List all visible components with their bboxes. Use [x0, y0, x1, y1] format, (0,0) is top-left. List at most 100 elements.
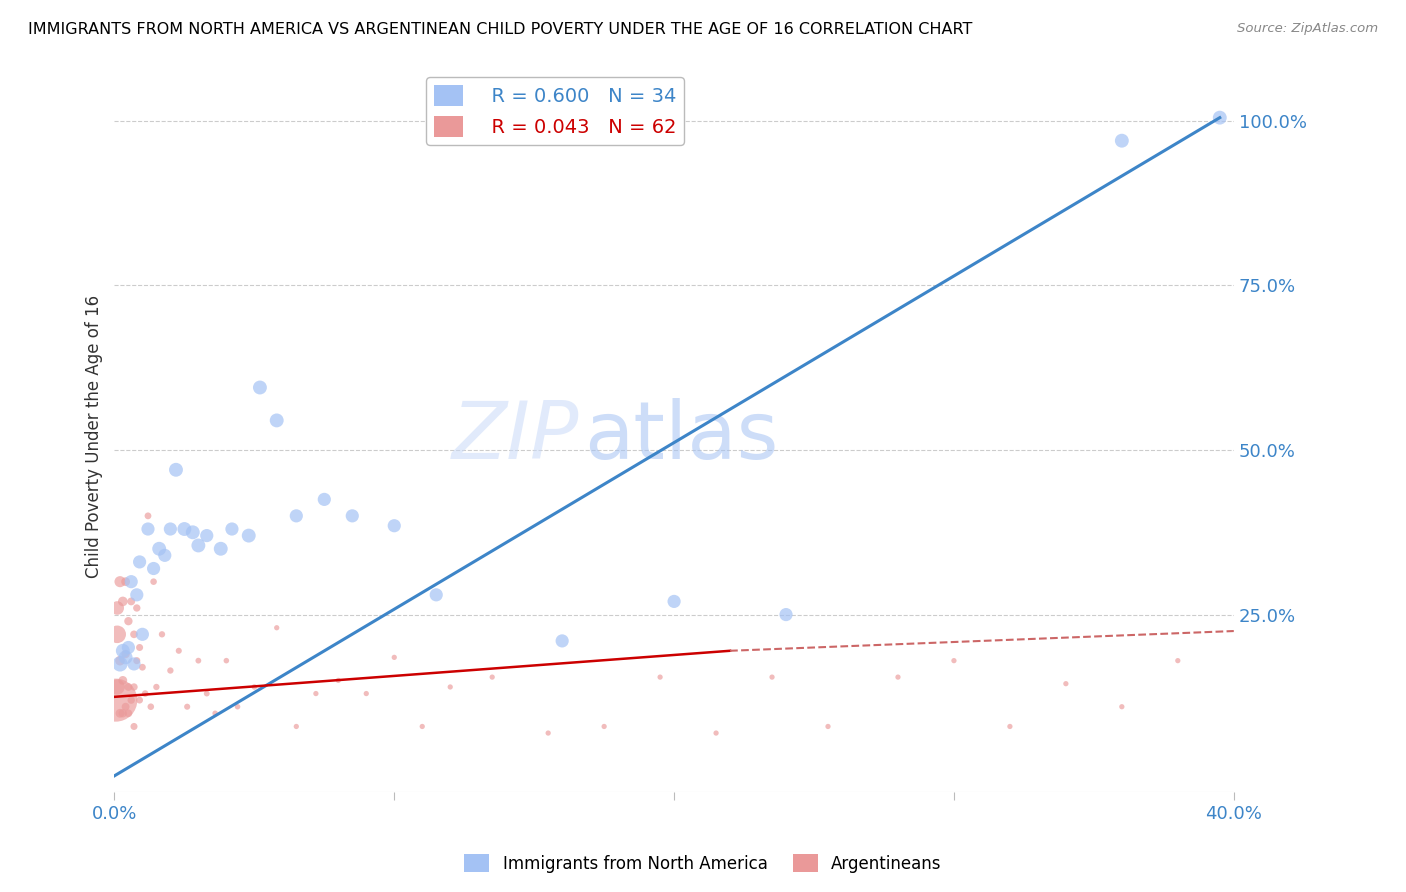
Legend: Immigrants from North America, Argentineans: Immigrants from North America, Argentine… [458, 847, 948, 880]
Point [136, 522, 159, 536]
Point [111, 673, 134, 688]
Point [134, 687, 156, 701]
Point [382, 650, 405, 665]
Point [131, 627, 153, 641]
Point [173, 522, 195, 536]
Point [128, 640, 150, 655]
Point [128, 555, 150, 569]
Point [187, 539, 209, 553]
Point [195, 687, 218, 701]
Point [181, 525, 204, 540]
Point [145, 680, 167, 694]
Point [104, 693, 127, 707]
Point [481, 670, 503, 684]
Point [761, 670, 783, 684]
Point [122, 657, 145, 671]
Point [117, 680, 139, 694]
Point [382, 518, 405, 533]
Point [342, 508, 364, 523]
Point [942, 654, 965, 668]
Point [165, 463, 187, 477]
Point [111, 706, 134, 721]
Point [285, 719, 308, 733]
Point [120, 693, 142, 707]
Point [204, 706, 226, 721]
Point [662, 594, 685, 608]
Text: Source: ZipAtlas.com: Source: ZipAtlas.com [1237, 22, 1378, 36]
Text: IMMIGRANTS FROM NORTH AMERICA VS ARGENTINEAN CHILD POVERTY UNDER THE AGE OF 16 C: IMMIGRANTS FROM NORTH AMERICA VS ARGENTI… [28, 22, 973, 37]
Point [128, 693, 150, 707]
Point [704, 726, 727, 740]
Point [131, 660, 153, 674]
Text: atlas: atlas [585, 398, 779, 475]
Point [117, 640, 139, 655]
Point [593, 719, 616, 733]
Point [215, 654, 238, 668]
Point [817, 719, 839, 733]
Point [551, 634, 574, 648]
Point [120, 574, 142, 589]
Point [142, 574, 165, 589]
Point [249, 380, 271, 394]
Point [105, 680, 128, 694]
Point [226, 699, 249, 714]
Point [537, 726, 560, 740]
Point [117, 614, 139, 628]
Point [150, 627, 173, 641]
Point [114, 574, 136, 589]
Point [998, 719, 1021, 733]
Point [243, 680, 266, 694]
Point [159, 522, 181, 536]
Point [356, 687, 378, 701]
Point [105, 601, 128, 615]
Point [120, 594, 142, 608]
Point [114, 699, 136, 714]
Point [209, 541, 232, 556]
Point [108, 654, 131, 668]
Point [887, 670, 910, 684]
Point [111, 644, 134, 658]
Point [139, 699, 162, 714]
Point [1111, 699, 1133, 714]
Point [439, 680, 461, 694]
Point [1054, 676, 1077, 690]
Point [108, 657, 131, 671]
Point [221, 522, 243, 536]
Point [648, 670, 671, 684]
Point [125, 654, 148, 668]
Point [108, 706, 131, 721]
Point [305, 687, 328, 701]
Point [238, 528, 260, 542]
Point [176, 699, 198, 714]
Point [266, 621, 288, 635]
Point [285, 508, 308, 523]
Point [266, 413, 288, 427]
Point [125, 601, 148, 615]
Text: ZIP: ZIP [451, 398, 579, 475]
Point [153, 549, 176, 563]
Point [111, 594, 134, 608]
Point [328, 673, 350, 688]
Point [114, 647, 136, 661]
Point [122, 719, 145, 733]
Point [1111, 134, 1133, 148]
Point [108, 574, 131, 589]
Legend:   R = 0.600   N = 34,   R = 0.043   N = 62: R = 0.600 N = 34, R = 0.043 N = 62 [426, 77, 685, 145]
Point [122, 627, 145, 641]
Point [425, 588, 447, 602]
Point [1167, 654, 1189, 668]
Point [159, 664, 181, 678]
Y-axis label: Child Poverty Under the Age of 16: Child Poverty Under the Age of 16 [86, 295, 103, 578]
Point [775, 607, 797, 622]
Point [105, 627, 128, 641]
Point [195, 528, 218, 542]
Point [314, 492, 336, 507]
Point [114, 650, 136, 665]
Point [167, 644, 190, 658]
Point [1209, 111, 1232, 125]
Point [187, 654, 209, 668]
Point [136, 508, 159, 523]
Point [411, 719, 433, 733]
Point [142, 561, 165, 575]
Point [117, 706, 139, 721]
